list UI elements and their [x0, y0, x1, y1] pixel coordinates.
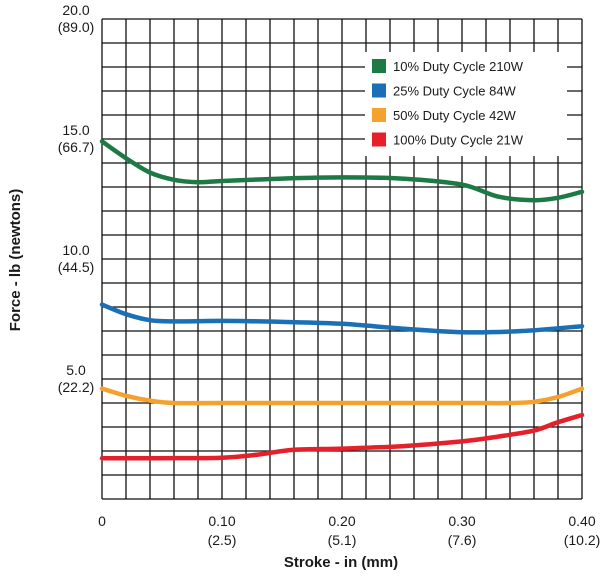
x-tick-label-2: 0.10 [208, 513, 235, 529]
y-tick-sublabel-1: (89.0) [58, 19, 95, 35]
series-line-4 [99, 412, 585, 461]
legend-swatch-1 [372, 59, 386, 73]
x-axis-title: Stroke - in (mm) [284, 554, 398, 571]
y-tick-sublabel-4: (22.2) [58, 379, 95, 395]
y-tick-sublabel-2: (66.7) [58, 139, 95, 155]
x-tick-sublabel-4: (7.6) [448, 532, 477, 548]
legend-swatch-3 [372, 108, 386, 122]
x-tick-sublabel-2: (2.5) [208, 532, 237, 548]
legend-box [365, 52, 567, 156]
y-tick-label-4: 5.0 [66, 362, 86, 378]
y-tick-label-3: 10.0 [62, 242, 89, 258]
legend-swatch-2 [372, 83, 386, 98]
x-tick-label-1: 0 [98, 513, 106, 529]
x-tick-label-4: 0.30 [448, 513, 475, 529]
legend: 10% Duty Cycle 210W 25% Duty Cycle 84W 50%… [365, 52, 567, 156]
tick-labels: 0 0.10 (2.5) 0.20 (5.1) 0.30 (7.6) 0.40 (10.2) 20… [58, 2, 601, 548]
series-line-2 [99, 302, 585, 335]
y-tick-sublabel-3: (44.5) [58, 259, 95, 275]
legend-swatch-4 [372, 132, 386, 147]
legend-label-2: 25% Duty Cycle 84W [393, 84, 517, 99]
x-tick-sublabel-3: (5.1) [328, 532, 357, 548]
series-lines [99, 139, 585, 461]
y-tick-label-1: 20.0 [62, 2, 89, 18]
legend-label-4: 100% Duty Cycle 21W [393, 133, 524, 148]
series-line-3 [99, 386, 585, 406]
x-tick-label-3: 0.20 [328, 513, 355, 529]
legend-label-3: 50% Duty Cycle 42W [393, 108, 517, 123]
y-tick-label-2: 15.0 [62, 122, 89, 138]
x-tick-label-5: 0.40 [568, 513, 595, 529]
x-tick-sublabel-5: (10.2) [564, 532, 601, 548]
y-axis-title: Force - lb (newtons) [7, 189, 24, 332]
series-line-1 [99, 139, 585, 203]
legend-label-1: 10% Duty Cycle 210W [393, 59, 524, 74]
